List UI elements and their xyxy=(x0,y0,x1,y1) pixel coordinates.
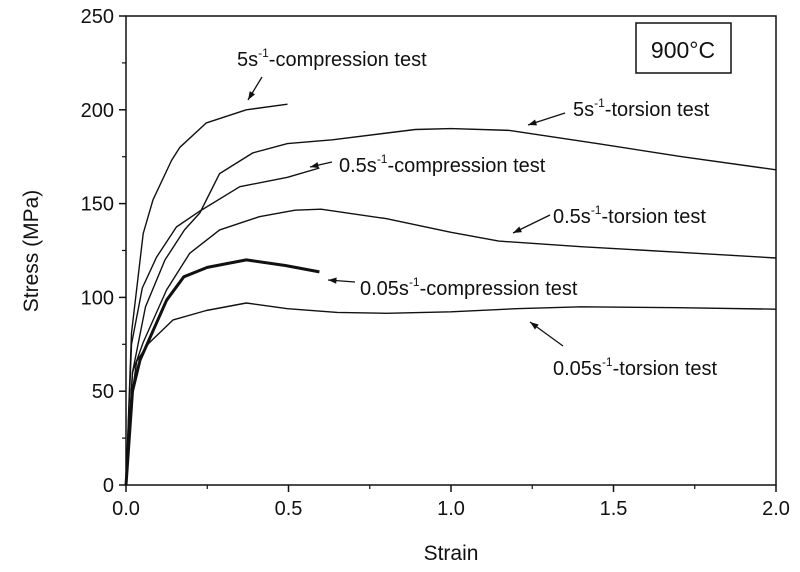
arrow-head-icon xyxy=(528,119,537,126)
series-test-type: -torsion test xyxy=(601,206,706,228)
x-tick-label: 1.0 xyxy=(437,498,465,520)
y-tick-label: 100 xyxy=(81,287,114,309)
series-rate-exponent: -1 xyxy=(409,275,420,289)
x-tick-label: 2.0 xyxy=(762,498,790,520)
y-tick-label: 150 xyxy=(81,194,114,216)
y-tick-label: 200 xyxy=(81,100,114,122)
series-test-type: -compression test xyxy=(420,278,578,300)
y-axis-label: Stress (MPa) xyxy=(20,190,43,313)
series-label: 5s-1-compression test xyxy=(237,46,427,71)
arrow-head-icon xyxy=(530,322,539,330)
x-tick-label: 0.5 xyxy=(275,498,303,520)
series-annotation: 0.05s-1-torsion test xyxy=(529,321,718,380)
plot-frame xyxy=(125,15,777,486)
axes: 0.0 0.5 1.0 1.5 2.0 0 50 100 150 200 250 xyxy=(81,6,790,520)
series-test-type: -torsion test xyxy=(613,358,718,380)
series-annotation: 5s-1-compression test xyxy=(237,46,427,101)
series-label: 0.05s-1-torsion test xyxy=(553,355,718,380)
y-tick-label: 50 xyxy=(92,381,114,403)
series-line xyxy=(125,167,320,486)
series-label: 0.05s-1-compression test xyxy=(360,275,578,300)
series-label: 0.5s-1-compression test xyxy=(339,152,546,177)
temperature-label: 900°C xyxy=(651,37,715,63)
series-test-type: -compression test xyxy=(269,49,427,71)
series-annotation: 0.5s-1-torsion test xyxy=(512,203,706,234)
series-rate: 5s xyxy=(237,49,258,71)
arrow-head-icon xyxy=(248,91,256,100)
series-line xyxy=(125,103,288,486)
series-test-type: -torsion test xyxy=(605,99,710,121)
y-tick-label: 0 xyxy=(103,475,114,497)
x-tick-label: 0.0 xyxy=(112,498,140,520)
series-rate: 0.5s xyxy=(553,206,591,228)
series-rate: 0.05s xyxy=(360,278,409,300)
series-line xyxy=(125,127,777,486)
series-rate-exponent: -1 xyxy=(258,46,269,60)
series-test-type: -compression test xyxy=(387,155,545,177)
series-annotation: 0.5s-1-compression test xyxy=(309,152,546,177)
series-annotation: 0.05s-1-compression test xyxy=(327,275,578,300)
temperature-box: 900°C xyxy=(635,22,732,74)
arrow-head-icon xyxy=(310,162,319,169)
series-rate-exponent: -1 xyxy=(602,355,613,369)
series-label: 5s-1-torsion test xyxy=(573,96,710,121)
series-rate-exponent: -1 xyxy=(377,152,388,166)
arrow-head-icon xyxy=(328,277,337,284)
series-line xyxy=(124,258,320,486)
series-rate: 0.05s xyxy=(553,358,602,380)
series-line xyxy=(125,208,777,486)
series-line xyxy=(125,302,777,486)
series-lines xyxy=(124,103,777,486)
series-rate: 5s xyxy=(573,99,594,121)
series-rate: 0.5s xyxy=(339,155,377,177)
arrow-head-icon xyxy=(513,226,522,233)
series-rate-exponent: -1 xyxy=(594,96,605,110)
series-label: 0.5s-1-torsion test xyxy=(553,203,706,228)
series-annotation: 5s-1-torsion test xyxy=(527,96,710,126)
series-rate-exponent: -1 xyxy=(591,203,602,217)
x-axis-label: Strain xyxy=(424,542,479,565)
y-tick-label: 250 xyxy=(81,6,114,28)
x-tick-label: 1.5 xyxy=(600,498,628,520)
